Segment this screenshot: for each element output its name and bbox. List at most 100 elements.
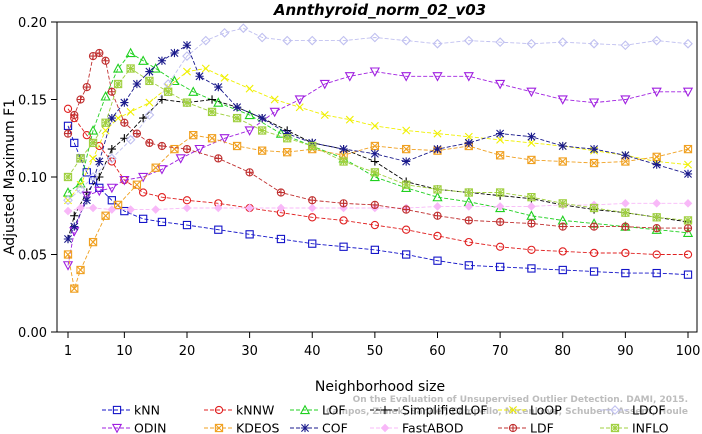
data-point-odin-23: [588, 98, 600, 108]
data-point-ldof-19: [495, 37, 505, 48]
x-axis-title: Neighborhood size: [315, 379, 445, 395]
data-point-inflo-25: [683, 216, 693, 225]
data-point-fastabod-8: [245, 203, 254, 213]
data-point-odin-5: [119, 175, 130, 186]
data-point-odin-24: [620, 95, 631, 105]
legend-label: COF: [322, 421, 348, 434]
data-point-fastabod-16: [495, 202, 505, 211]
legend-label: LoOP: [530, 403, 562, 418]
data-point-knn-12: [245, 230, 254, 239]
data-point-loop-2: [89, 154, 98, 163]
data-point-odin-8: [175, 154, 186, 164]
data-point-simplifiedlof-6: [139, 114, 148, 123]
data-point-odin-3: [94, 186, 105, 197]
data-point-fastabod-15: [464, 202, 474, 211]
data-point-lof-11: [244, 109, 255, 120]
legend-label: LOF: [322, 403, 346, 418]
data-point-ldof-9: [219, 27, 230, 38]
data-point-kdeos-25: [652, 152, 661, 161]
data-point-simplifiedlof-1: [70, 211, 79, 220]
data-point-loop-16: [370, 121, 379, 130]
data-point-odin-14: [319, 79, 330, 90]
data-point-fastabod-7: [213, 203, 223, 213]
data-point-knnw-23: [652, 250, 661, 259]
data-point-odin-0: [62, 261, 74, 271]
data-point-inflo-11: [257, 126, 267, 135]
data-point-knn-1: [70, 138, 79, 148]
data-point-ldf-5: [95, 48, 104, 58]
data-point-kdeos-10: [207, 134, 217, 143]
data-point-kdeos-1: [70, 284, 79, 293]
data-point-knn-6: [107, 196, 116, 205]
legend-swatch-marker: [610, 405, 620, 415]
data-point-knnw-20: [558, 247, 567, 256]
y-axis: 0.00 0.05 0.10 0.15 0.20: [18, 16, 57, 341]
data-point-lof-4: [112, 63, 124, 73]
data-point-knnw-0: [63, 104, 73, 113]
data-point-inflo-1: [76, 154, 85, 163]
data-point-knnw-2: [82, 130, 91, 140]
data-point-cof-3: [95, 157, 104, 166]
data-point-ldof-17: [432, 38, 443, 49]
data-point-loop-13: [295, 103, 304, 112]
data-point-ldof-24: [651, 35, 662, 46]
data-point-kdeos-22: [558, 157, 567, 166]
data-point-odin-18: [432, 72, 443, 82]
data-point-loop-4: [114, 114, 123, 123]
data-point-cof-28: [683, 169, 693, 178]
legend-item-cof: COF: [290, 421, 348, 434]
data-point-knn-20: [495, 262, 505, 272]
data-point-knn-8: [139, 214, 148, 223]
series-layer: [62, 23, 694, 293]
data-point-kdeos-20: [495, 151, 505, 160]
series-knnw: [63, 104, 693, 259]
data-point-fastabod-4: [126, 205, 135, 214]
legend-item-simplifiedlof: SimplifiedLOF: [370, 403, 488, 418]
data-point-knnw-17: [464, 237, 473, 247]
data-point-cof-8: [157, 56, 167, 65]
data-point-inflo-5: [126, 64, 135, 73]
chart-title: Annthyroid_norm_02_v03: [273, 1, 486, 19]
data-point-ldf-10: [145, 138, 154, 148]
legend-label: KDEOS: [236, 421, 280, 434]
data-point-knn-14: [308, 239, 317, 248]
data-point-knnw-19: [527, 245, 536, 254]
data-point-simplifiedlof-9: [207, 95, 217, 104]
data-point-knnw-12: [308, 213, 317, 222]
legend-swatch-marker: [299, 404, 311, 415]
series-line-simplifiedlof: [67, 99, 689, 240]
series-inflo: [63, 64, 693, 225]
data-point-loop-20: [496, 135, 505, 144]
data-point-lof-15: [369, 171, 380, 182]
data-point-kdeos-13: [283, 148, 292, 157]
x-tick-label: 20: [179, 344, 196, 359]
data-point-knn-22: [558, 265, 567, 275]
y-tick-label: 0.00: [18, 326, 47, 341]
x-tick-label: 1: [64, 344, 72, 359]
data-point-simplifiedlof-4: [107, 145, 116, 154]
data-point-ldof-0: [63, 195, 73, 206]
data-point-knn-26: [683, 270, 693, 279]
series-ldf: [63, 48, 693, 233]
data-point-loop-14: [320, 111, 329, 119]
data-point-knn-23: [589, 267, 599, 276]
legend-item-ldf: LDF: [498, 421, 554, 434]
data-point-knn-11: [214, 225, 223, 234]
series-line-fastabod: [67, 202, 688, 212]
watermark: On the Evaluation of Unsupervised Outlie…: [326, 395, 688, 417]
data-point-loop-3: [101, 126, 110, 135]
data-point-cof-19: [402, 157, 411, 166]
data-point-kdeos-5: [113, 200, 123, 210]
legend-swatch-marker: [610, 423, 620, 433]
legend-swatch-marker: [112, 405, 122, 415]
data-point-ldf-23: [527, 219, 536, 228]
data-point-inflo-12: [283, 134, 292, 143]
series-line-ldof: [67, 27, 689, 201]
legend-label: kNN: [134, 403, 160, 418]
data-point-knn-16: [370, 245, 380, 254]
data-point-kdeos-4: [101, 211, 110, 220]
data-point-lof-8: [169, 75, 180, 86]
legend-item-inflo: INFLO: [600, 421, 669, 434]
data-point-inflo-7: [164, 87, 173, 96]
data-point-odin-19: [463, 72, 474, 82]
